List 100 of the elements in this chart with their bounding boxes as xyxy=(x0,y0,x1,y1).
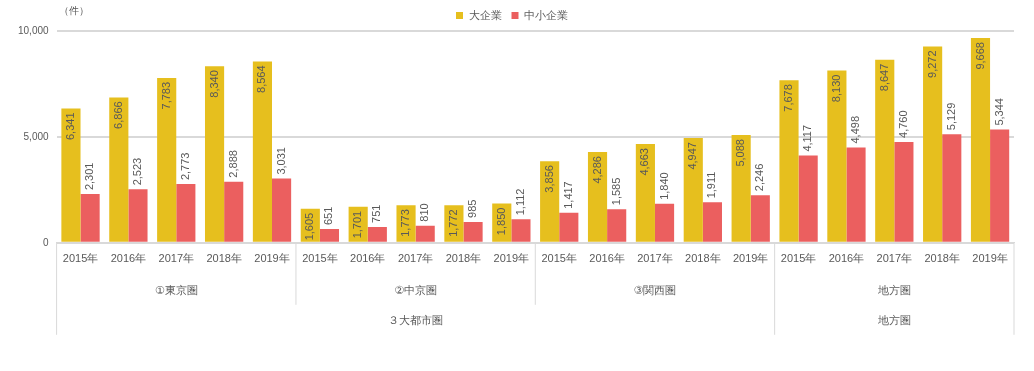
bar xyxy=(970,38,991,242)
data-label: 1,840 xyxy=(657,172,670,200)
data-label: 9,272 xyxy=(925,50,938,78)
x-tick-label: 2015年 xyxy=(302,252,338,265)
legend-label: 中小企業 xyxy=(524,8,568,21)
data-label: 3,031 xyxy=(274,147,287,175)
bar xyxy=(827,70,847,242)
bar xyxy=(942,134,962,242)
bar xyxy=(798,155,818,242)
x-tick-label: 2017年 xyxy=(876,252,913,265)
bar xyxy=(875,59,895,242)
x-tick-label: 2016年 xyxy=(350,252,386,265)
x-tick-label: 2018年 xyxy=(685,252,721,265)
bar xyxy=(894,141,914,242)
data-label: 7,678 xyxy=(782,84,795,112)
bar xyxy=(157,77,177,242)
x-tick-label: 2015年 xyxy=(62,252,99,265)
data-label: 2,523 xyxy=(131,157,143,186)
text: ３大都市圏 xyxy=(388,313,444,326)
data-label: 8,130 xyxy=(829,74,842,103)
x-tick-label: 2016年 xyxy=(589,252,625,265)
data-label: 1,112 xyxy=(513,188,526,216)
bar xyxy=(367,226,387,242)
bar xyxy=(779,80,799,242)
bar xyxy=(224,181,244,242)
x-tick-label: 2016年 xyxy=(110,252,147,265)
bar xyxy=(559,212,579,242)
x-tick-label: 2017年 xyxy=(158,252,194,265)
data-label: 1,605 xyxy=(303,212,316,241)
data-label: 810 xyxy=(418,203,431,222)
text: 地方圏 xyxy=(876,313,911,326)
bar xyxy=(80,194,100,242)
data-label: 4,947 xyxy=(686,142,699,170)
data-label: 4,760 xyxy=(896,110,909,138)
y-tick-label: 5,000 xyxy=(23,130,50,142)
y-tick-label: 0 xyxy=(43,236,50,248)
bar xyxy=(319,229,340,242)
data-label: 6,866 xyxy=(111,101,124,129)
bar xyxy=(683,138,703,242)
data-label: 1,772 xyxy=(446,209,459,237)
data-label: 1,773 xyxy=(399,209,412,237)
bar xyxy=(587,152,608,242)
text: ②中京圏 xyxy=(394,283,438,296)
bar xyxy=(702,202,722,242)
x-tick-label: 2016年 xyxy=(828,252,865,265)
text: ③関西圏 xyxy=(633,283,677,296)
data-label: 2,301 xyxy=(83,162,96,191)
data-label: 8,340 xyxy=(207,70,220,98)
data-label: 4,117 xyxy=(801,124,814,152)
data-label: 651 xyxy=(322,206,335,226)
data-label: 2,888 xyxy=(226,150,239,178)
legend-label: 大企業 xyxy=(468,8,502,21)
bar xyxy=(731,135,751,242)
bar xyxy=(61,108,81,242)
data-label: 2,773 xyxy=(178,152,191,181)
data-label: 4,663 xyxy=(638,148,651,176)
x-tick-label: 2018年 xyxy=(924,252,960,265)
x-tick-label: 2015年 xyxy=(541,252,577,265)
data-label: 7,783 xyxy=(159,81,172,110)
data-label: 4,286 xyxy=(590,156,603,184)
data-label: 8,564 xyxy=(255,65,268,93)
bar xyxy=(252,61,272,242)
x-tick-label: 2017年 xyxy=(637,252,673,265)
x-tick-label: 2019年 xyxy=(972,252,1008,265)
data-label: 1,585 xyxy=(609,177,622,206)
bar xyxy=(109,97,129,242)
data-label: 5,344 xyxy=(992,98,1005,126)
bar xyxy=(396,205,416,242)
text: ①東京圏 xyxy=(154,283,198,296)
bar xyxy=(635,144,655,242)
bar xyxy=(415,225,435,242)
bar xyxy=(540,161,560,242)
x-tick-label: 2018年 xyxy=(445,252,482,265)
bar xyxy=(990,129,1010,242)
x-tick-label: 2015年 xyxy=(780,252,817,265)
data-label: 5,088 xyxy=(734,139,747,167)
x-tick-label: 2018年 xyxy=(206,252,242,265)
data-label: 1,911 xyxy=(705,171,718,199)
x-tick-label: 2017年 xyxy=(397,252,434,265)
bar xyxy=(204,66,225,242)
bar xyxy=(607,209,627,242)
bar xyxy=(128,189,148,242)
data-label: 3,856 xyxy=(542,165,555,193)
bar xyxy=(511,219,531,242)
data-label: 4,498 xyxy=(849,116,862,144)
bar xyxy=(923,46,943,242)
text: 地方圏 xyxy=(876,283,911,296)
data-label: 1,417 xyxy=(561,181,574,209)
bar xyxy=(272,178,292,242)
bar xyxy=(176,184,196,242)
y-axis-title: （件） xyxy=(58,4,89,16)
x-tick-label: 2019年 xyxy=(493,252,530,265)
bar xyxy=(750,195,770,242)
data-label: 985 xyxy=(466,199,479,218)
data-label: 1,701 xyxy=(351,210,364,239)
bar xyxy=(846,147,866,242)
data-label: 5,129 xyxy=(944,102,957,131)
bar xyxy=(463,221,483,242)
data-label: 2,246 xyxy=(753,163,766,192)
data-label: 751 xyxy=(370,204,383,223)
